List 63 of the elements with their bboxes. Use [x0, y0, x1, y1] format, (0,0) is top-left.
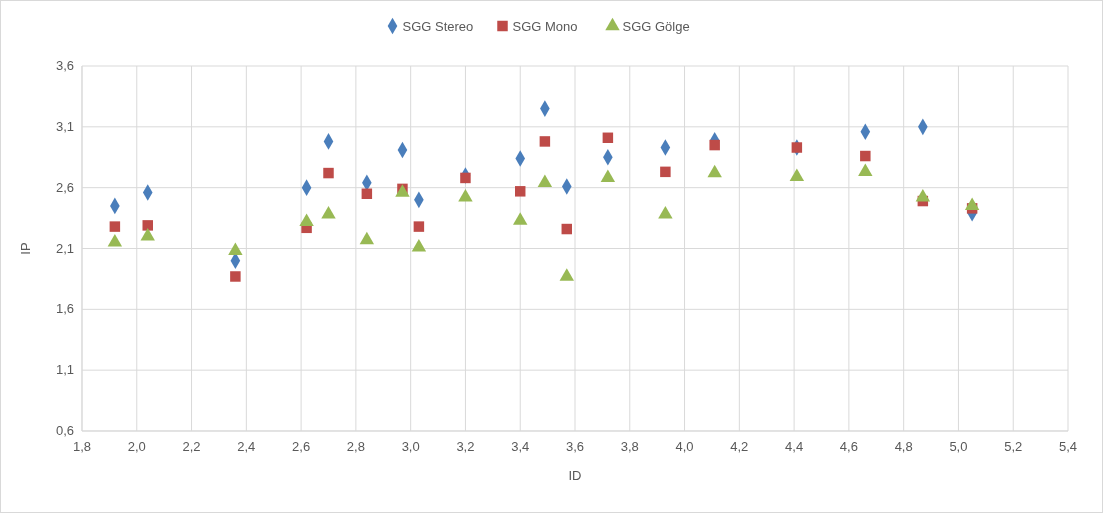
point — [109, 221, 121, 232]
x-tick-label: 4,6 — [839, 439, 858, 454]
x-tick-label: 3,6 — [565, 439, 585, 454]
y-tick-label: 1,1 — [55, 362, 74, 378]
y-tick-label: 0,6 — [55, 423, 74, 438]
point — [411, 238, 427, 252]
legend-label: SGG Gölge — [622, 19, 690, 34]
x-tick-label: 1,8 — [72, 439, 92, 454]
x-tick-label: 5,0 — [949, 439, 968, 454]
x-tick-label: 5,2 — [1004, 439, 1023, 454]
x-tick-label: 2,8 — [346, 439, 365, 454]
x-tick-label: 5,4 — [1058, 439, 1078, 454]
x-tick-label: 3,8 — [620, 439, 639, 454]
point — [142, 220, 153, 231]
x-tick-label: 4,4 — [785, 439, 804, 454]
x-tick-label: 2,4 — [237, 439, 256, 454]
y-tick-label: 3,1 — [55, 118, 74, 134]
point — [537, 174, 553, 187]
x-tick-label: 3,4 — [511, 439, 530, 454]
point — [858, 163, 873, 177]
point — [513, 212, 528, 225]
legend-label: SGG Stereo — [402, 19, 474, 34]
point — [539, 136, 551, 147]
y-tick-label: 1,6 — [55, 301, 74, 317]
x-tick-label: 3,0 — [401, 439, 420, 454]
point — [658, 206, 673, 219]
point — [228, 242, 243, 256]
point — [460, 172, 471, 184]
point — [915, 189, 931, 202]
point — [361, 188, 373, 199]
x-tick-label: 2,6 — [292, 439, 311, 454]
point — [602, 132, 614, 144]
x-tick-label: 4,0 — [675, 439, 694, 454]
y-tick-label: 2,6 — [55, 179, 74, 195]
legend-label: SGG Mono — [512, 19, 578, 34]
point — [107, 234, 123, 247]
y-tick-label: 2,1 — [55, 240, 74, 256]
point — [323, 167, 334, 179]
x-tick-label: 4,2 — [730, 439, 749, 454]
point — [321, 206, 336, 219]
point — [140, 228, 155, 241]
point — [299, 213, 314, 226]
point — [413, 221, 425, 232]
y-axis-title: IP — [18, 242, 33, 255]
point — [964, 197, 980, 211]
point — [660, 166, 671, 178]
point — [860, 150, 871, 162]
point — [359, 231, 375, 245]
point — [561, 223, 573, 235]
point — [230, 271, 241, 282]
y-tick-label: 3,6 — [55, 58, 74, 73]
x-tick-label: 4,8 — [894, 439, 913, 454]
point — [600, 169, 616, 183]
x-tick-label: 3,2 — [456, 439, 475, 454]
point — [458, 189, 473, 202]
point — [707, 164, 722, 178]
point — [789, 168, 805, 181]
point — [709, 139, 720, 151]
x-tick-label: 2,2 — [182, 439, 201, 454]
point — [514, 186, 526, 197]
point — [559, 268, 574, 281]
x-axis-title: ID — [568, 468, 582, 483]
x-tick-label: 2,0 — [127, 439, 146, 454]
